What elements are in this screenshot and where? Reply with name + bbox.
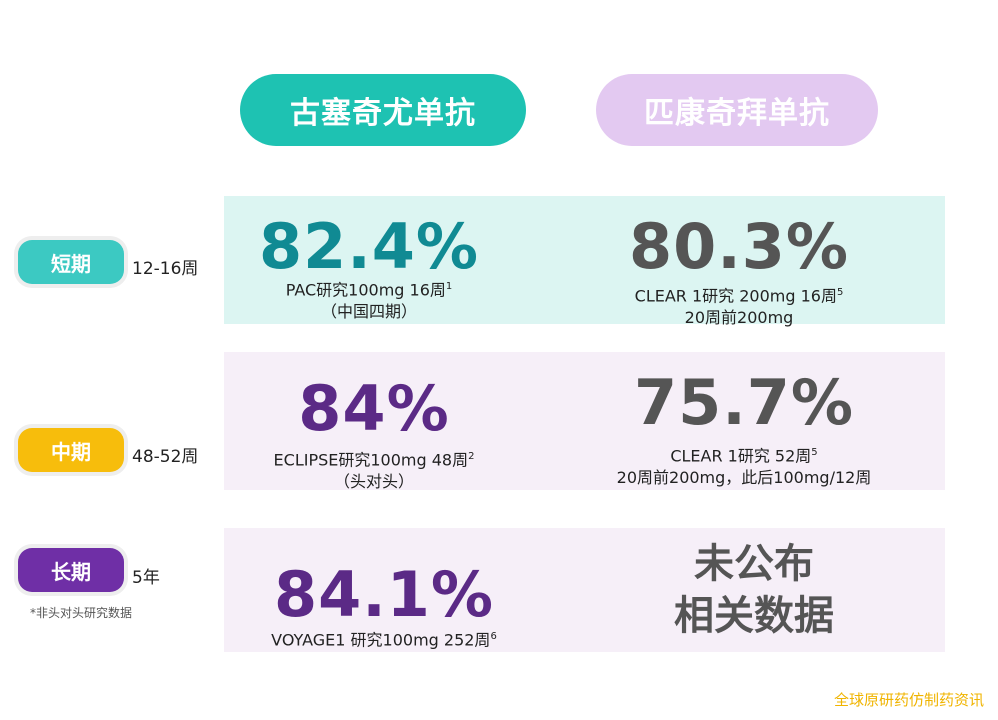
drug-b-name: 匹康奇拜单抗	[644, 96, 830, 131]
drug-b-mid-value: 75.7%	[633, 366, 855, 439]
drug-a-short-value: 82.4%	[258, 210, 480, 283]
footnote: *非头对头研究数据	[30, 606, 133, 620]
badge-short-label: 短期	[51, 251, 91, 276]
drug-b-long-text1: 未公布	[694, 541, 814, 587]
drug-a-mid-cell: 84% ECLIPSE研究100mg 48周2 （头对头）	[224, 378, 524, 493]
drug-a-name: 古塞奇尤单抗	[290, 96, 476, 131]
drug-b-short-cell: 80.3% CLEAR 1研究 200mg 16周5 20周前200mg	[574, 216, 904, 329]
ref-sup: 2	[468, 451, 475, 462]
drug-b-mid-cell: 75.7% CLEAR 1研究 52周5 20周前200mg，此后100mg/1…	[564, 372, 924, 489]
drug-b-mid-note: 20周前200mg，此后100mg/12周	[616, 468, 872, 488]
drug-a-short-cell: 82.4% PAC研究100mg 16周1 （中国四期）	[234, 216, 504, 323]
drug-a-mid-study: ECLIPSE研究100mg 48周	[273, 450, 469, 470]
drug-a-long-value: 84.1%	[273, 558, 495, 631]
drug-a-mid-value: 84%	[298, 372, 450, 445]
badge-short-term: 短期	[18, 240, 124, 284]
ref-sup: 6	[490, 631, 497, 642]
period-mid-label: 48-52周	[132, 447, 199, 467]
badge-long-label: 长期	[51, 559, 91, 584]
row-long-term: 84.1% VOYAGE1 研究100mg 252周6 未公布 相关数据	[224, 528, 945, 652]
drug-b-long-text2: 相关数据	[674, 593, 834, 639]
drug-a-mid-note: （头对头）	[333, 472, 414, 492]
drug-b-long-cell: 未公布 相关数据	[604, 538, 904, 642]
ref-sup: 1	[445, 281, 453, 292]
drug-b-short-value: 80.3%	[628, 210, 850, 283]
ref-sup: 5	[836, 287, 844, 298]
drug-a-short-note: （中国四期）	[320, 302, 417, 322]
row-mid-term: 84% ECLIPSE研究100mg 48周2 （头对头） 75.7% CLEA…	[224, 352, 945, 493]
badge-long-term: 长期	[18, 548, 124, 592]
drug-a-long-study: VOYAGE1 研究100mg 252周	[271, 630, 491, 650]
watermark: 全球原研药仿制药资讯	[833, 691, 984, 709]
period-long-label: 5年	[132, 568, 160, 588]
drug-a-header: 古塞奇尤单抗	[240, 74, 526, 146]
period-short-label: 12-16周	[132, 259, 199, 279]
badge-mid-term: 中期	[18, 428, 124, 472]
drug-b-header: 匹康奇拜单抗	[596, 74, 878, 146]
drug-a-long-cell: 84.1% VOYAGE1 研究100mg 252周6	[234, 564, 534, 651]
badge-mid-label: 中期	[51, 439, 91, 464]
drug-b-short-study: CLEAR 1研究 200mg 16周	[634, 286, 837, 306]
drug-b-mid-study: CLEAR 1研究 52周	[670, 446, 812, 466]
drug-b-short-note: 20周前200mg	[684, 308, 794, 328]
ref-sup: 5	[811, 447, 818, 458]
row-short-term: 82.4% PAC研究100mg 16周1 （中国四期） 80.3% CLEAR…	[224, 196, 945, 327]
drug-a-short-study: PAC研究100mg 16周	[285, 280, 446, 300]
